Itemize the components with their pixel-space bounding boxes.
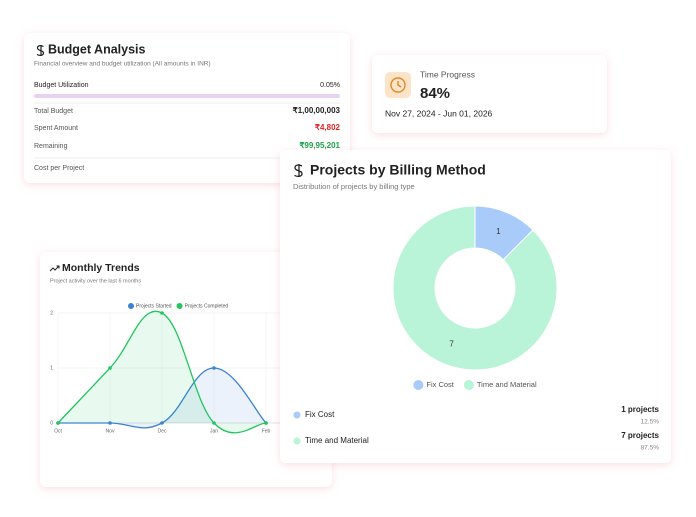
dollar-icon: [36, 45, 45, 56]
point: [212, 421, 216, 425]
y-tick-label: 1: [50, 365, 53, 371]
row-label: Total Budget: [34, 108, 73, 115]
legend: Fix Cost Time and Material: [413, 380, 537, 390]
data-label: 7: [449, 339, 454, 348]
card-subtitle: Financial overview and budget utilizatio…: [34, 61, 211, 68]
card-title: Time Progress: [420, 69, 475, 79]
point: [160, 311, 164, 315]
y-tick-label: 2: [50, 310, 53, 316]
point: [212, 366, 216, 370]
detail-name: Time and Material: [305, 436, 369, 445]
detail-name: Fix Cost: [305, 410, 335, 419]
trend-icon: [49, 265, 60, 272]
time-card: Time Progress 84% Nov 27, 2024 - Jun 01,…: [372, 55, 607, 133]
time-value: 84%: [420, 85, 450, 102]
date-range: Nov 27, 2024 - Jun 01, 2026: [385, 108, 493, 118]
detail-share: 87.5%: [641, 445, 660, 452]
projects-card: Projects by Billing Method Distribution …: [280, 150, 671, 463]
detail-share: 12.5%: [641, 419, 660, 426]
clock-icon: [390, 77, 406, 93]
legend-swatch: [413, 380, 424, 390]
donut-slice: [392, 205, 558, 371]
detail-count: 1 projects: [621, 405, 659, 414]
series-area: [58, 311, 266, 433]
card-title: Monthly Trends: [62, 262, 140, 274]
row-label: Spent Amount: [34, 125, 78, 132]
row-value: ₹99,95,201: [299, 141, 340, 150]
progress-track: [34, 94, 340, 98]
label: Budget Utilization: [34, 82, 89, 89]
series-area: [58, 368, 266, 428]
point: [160, 421, 164, 425]
legend-label: Projects Completed: [185, 303, 229, 309]
legend-swatch: [463, 380, 474, 390]
budget-card: Budget Analysis Financial overview and b…: [24, 33, 350, 183]
row-label: Cost per Project: [34, 165, 84, 172]
trends-card: Monthly Trends Project activity over the…: [40, 252, 332, 487]
legend-swatch: [128, 303, 134, 309]
row-value: ₹1,00,00,003: [293, 106, 341, 115]
row-label: Remaining: [34, 143, 68, 150]
value: 0.05%: [320, 82, 340, 89]
card-title: Budget Analysis: [48, 42, 146, 56]
card: [372, 55, 607, 133]
legend-label: Fix Cost: [426, 380, 454, 389]
dollar-icon: [294, 164, 303, 178]
x-tick-label: Feb: [262, 428, 271, 434]
row-value: ₹4,802: [315, 123, 341, 132]
y-tick-label: 0: [50, 420, 53, 426]
x-tick-label: Dec: [158, 428, 167, 434]
card-title: Projects by Billing Method: [310, 162, 486, 178]
legend-label: Projects Started: [136, 303, 172, 309]
card: [40, 252, 332, 487]
x-tick-label: Jan: [210, 428, 218, 434]
point: [264, 421, 268, 425]
detail-swatch: [293, 411, 301, 419]
detail-swatch: [293, 437, 301, 445]
data-label: 1: [496, 227, 501, 236]
card: [24, 33, 350, 183]
legend-swatch: [176, 303, 183, 309]
series-line: [58, 367, 267, 429]
detail-count: 7 projects: [621, 431, 659, 440]
point: [108, 366, 112, 370]
x-tick-label: Nov: [106, 428, 115, 434]
clock-hands: [397, 81, 402, 88]
card-subtitle: Distribution of projects by billing type: [293, 182, 415, 191]
card: [280, 150, 671, 463]
legend-label: Time and Material: [477, 380, 537, 389]
x-tick-label: Oct: [54, 428, 62, 434]
point: [56, 421, 60, 425]
card-subtitle: Project activity over the last 6 months: [50, 278, 141, 284]
point: [108, 421, 112, 425]
